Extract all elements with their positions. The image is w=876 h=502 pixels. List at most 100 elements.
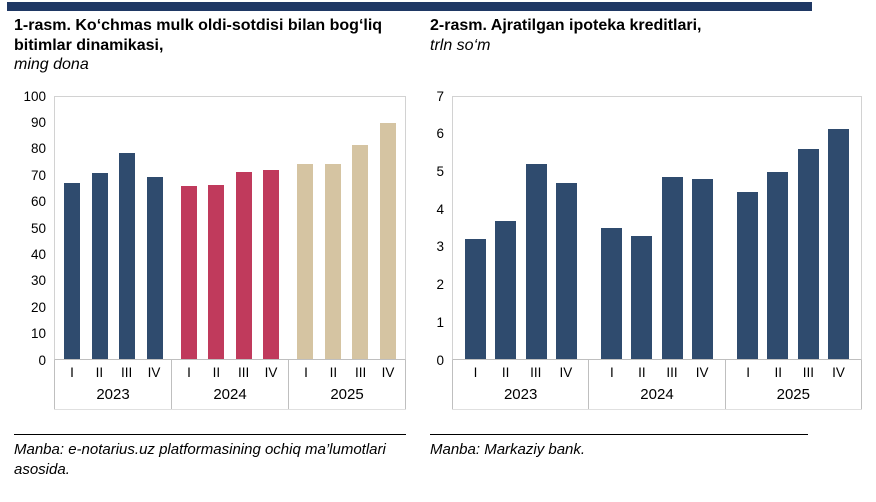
y-axis-tick-label: 100 <box>23 88 46 104</box>
year-label: 2025 <box>330 386 364 403</box>
bar-2023-q3 <box>119 153 136 359</box>
chart-title-block: 2-rasm. Ajratilgan ipoteka kreditlari, t… <box>430 16 862 92</box>
year-label: 2023 <box>503 386 538 403</box>
y-axis-tick-label: 60 <box>30 193 46 209</box>
bar-2024-q4 <box>691 179 713 359</box>
quarter-label: III <box>530 365 542 380</box>
two-chart-layout: 1-rasm. Ko‘chmas mulk oldi-sotdisi bilan… <box>14 16 862 479</box>
quarter-label: I <box>473 365 478 380</box>
quarter-label: III <box>355 365 367 380</box>
plot-column: I II III IV 2023 I II III IV 2024 I II III IV 2025 <box>452 96 862 410</box>
y-axis: 7 6 5 4 3 2 1 0 <box>430 89 452 366</box>
y-axis-tick-label: 0 <box>436 352 444 368</box>
bar-2025-q1 <box>297 163 314 359</box>
quarter-label: II <box>212 365 221 380</box>
bar-2024-q3 <box>235 171 252 359</box>
chart-title: 2-rasm. Ajratilgan ipoteka kreditlari, <box>430 17 702 34</box>
bar-2023-q3 <box>525 164 547 359</box>
quarter-label: I <box>609 365 614 380</box>
bar-group-2023 <box>453 97 589 359</box>
y-axis-tick-label: 2 <box>436 276 444 292</box>
panel-transactions: 1-rasm. Ko‘chmas mulk oldi-sotdisi bilan… <box>14 16 406 479</box>
y-axis-tick-label: 4 <box>436 201 444 217</box>
y-axis-tick-label: 70 <box>30 167 46 183</box>
x-axis-group-2023: I II III IV 2023 <box>452 360 590 409</box>
quarter-label-row: I II III IV <box>55 360 171 382</box>
y-axis-tick-label: 40 <box>30 246 46 262</box>
x-axis: I II III IV 2023 I II III IV 2024 I II III IV 2025 <box>452 360 862 410</box>
y-axis-tick-label: 90 <box>30 114 46 130</box>
quarter-label: II <box>774 365 783 380</box>
chart-unit-label: ming dona <box>14 56 89 74</box>
y-axis: 100 90 80 70 60 50 40 30 20 10 0 <box>14 89 54 366</box>
bar-group-2024 <box>172 97 289 359</box>
bar-2025-q1 <box>737 192 758 359</box>
y-axis-tick-label: 7 <box>436 88 444 104</box>
source-note: Manba: e-notarius.uz platformasining och… <box>14 434 406 479</box>
x-axis-group-2025: I II III IV 2025 <box>726 360 862 409</box>
bar-2025-q4 <box>827 128 849 359</box>
bar-group-2023 <box>55 97 172 359</box>
x-axis-group-2024: I II III IV 2024 <box>172 360 289 409</box>
quarter-label: I <box>746 365 751 380</box>
panel-mortgage-loans: 2-rasm. Ajratilgan ipoteka kreditlari, t… <box>430 16 862 479</box>
quarter-label: II <box>95 365 104 380</box>
plot-area <box>54 96 406 360</box>
quarter-label-row: I II III IV <box>172 360 288 382</box>
bar-2023-q4 <box>146 176 163 359</box>
bar-2024-q2 <box>208 184 225 359</box>
bar-2025-q2 <box>767 171 789 359</box>
bar-2023-q4 <box>555 183 577 359</box>
x-axis-group-2025: I II III IV 2025 <box>289 360 406 409</box>
y-axis-tick-label: 10 <box>30 325 46 341</box>
bar-group-2025 <box>725 97 861 359</box>
quarter-label: III <box>121 365 133 380</box>
quarter-label: I <box>304 365 308 380</box>
y-axis-tick-label: 0 <box>38 352 46 368</box>
bar-2024-q2 <box>631 235 653 359</box>
x-axis: I II III IV 2023 I II III IV 2024 I II III IV 2025 <box>54 360 406 410</box>
y-axis-tick-label: 1 <box>436 314 444 330</box>
source-note: Manba: Markaziy bank. <box>430 434 808 460</box>
bar-2023-q1 <box>64 183 80 359</box>
year-label: 2024 <box>213 386 247 403</box>
bar-2023-q2 <box>91 172 108 359</box>
y-axis-tick-label: 3 <box>436 239 444 255</box>
y-axis-tick-label: 50 <box>30 220 46 236</box>
y-axis-tick-label: 20 <box>30 299 46 315</box>
year-label: 2024 <box>640 386 674 403</box>
bar-2023-q2 <box>495 220 517 359</box>
bar-group-2024 <box>589 97 725 359</box>
year-label: 2023 <box>96 386 130 403</box>
quarter-label-row: I II III IV <box>726 360 861 382</box>
quarter-label: III <box>802 365 814 380</box>
quarter-label: IV <box>264 365 278 380</box>
chart-unit-label: trln so‘m <box>430 36 491 54</box>
quarter-label: IV <box>147 365 161 380</box>
chart-title-block: 1-rasm. Ko‘chmas mulk oldi-sotdisi bilan… <box>14 16 406 92</box>
bar-2024-q1 <box>601 228 622 359</box>
bar-2024-q4 <box>263 170 280 359</box>
quarter-label: III <box>666 365 678 380</box>
bar-2025-q4 <box>379 123 396 359</box>
plot-area <box>452 96 862 360</box>
quarter-label: IV <box>559 365 573 380</box>
quarter-label-row: I II III IV <box>453 360 588 382</box>
y-axis-tick-label: 30 <box>30 273 46 289</box>
plot-column: I II III IV 2023 I II III IV 2024 I II III IV 2025 <box>54 96 406 410</box>
top-accent-strip <box>7 2 812 11</box>
bar-2025-q3 <box>352 145 369 359</box>
chart-title: 1-rasm. Ko‘chmas mulk oldi-sotdisi bilan… <box>14 17 383 54</box>
chart-transactions: 100 90 80 70 60 50 40 30 20 10 0 I II III IV 2023 I II II… <box>14 89 406 410</box>
quarter-label: I <box>187 365 191 380</box>
x-axis-group-2023: I II III IV 2023 <box>54 360 172 409</box>
bar-2023-q1 <box>465 239 486 359</box>
bar-2024-q1 <box>180 186 197 359</box>
quarter-label: II <box>638 365 646 380</box>
quarter-label: II <box>329 365 338 380</box>
bar-group-2025 <box>288 97 405 359</box>
quarter-label: IV <box>381 365 395 380</box>
quarter-label-row: I II III IV <box>289 360 405 382</box>
quarter-label: IV <box>832 365 845 380</box>
